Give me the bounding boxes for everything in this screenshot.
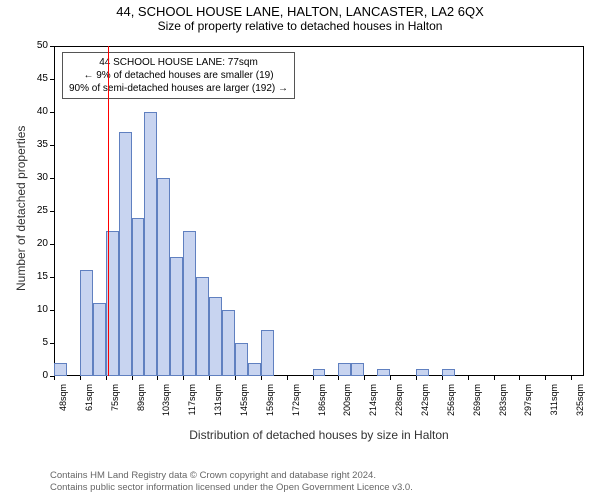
- x-tick-label: 200sqm: [342, 384, 352, 432]
- x-tick-label: 117sqm: [187, 384, 197, 432]
- x-tick-mark: [261, 376, 262, 380]
- histogram-bar: [261, 330, 274, 376]
- x-tick-mark: [106, 376, 107, 380]
- y-tick-label: 0: [26, 370, 48, 381]
- x-tick-label: 103sqm: [161, 384, 171, 432]
- x-tick-mark: [571, 376, 572, 380]
- x-tick-mark: [132, 376, 133, 380]
- attribution-line-2: Contains public sector information licen…: [50, 482, 413, 494]
- y-tick-mark: [50, 178, 54, 179]
- x-tick-label: 61sqm: [84, 384, 94, 432]
- x-tick-label: 89sqm: [136, 384, 146, 432]
- x-tick-label: 172sqm: [291, 384, 301, 432]
- x-tick-label: 228sqm: [394, 384, 404, 432]
- y-tick-mark: [50, 46, 54, 47]
- histogram-bar: [313, 369, 326, 376]
- x-tick-label: 269sqm: [472, 384, 482, 432]
- histogram-bar: [183, 231, 196, 376]
- x-tick-label: 256sqm: [446, 384, 456, 432]
- histogram-bar: [157, 178, 170, 376]
- y-tick-label: 5: [26, 337, 48, 348]
- x-tick-mark: [209, 376, 210, 380]
- x-tick-label: 325sqm: [575, 384, 585, 432]
- histogram-bar: [222, 310, 235, 376]
- y-tick-label: 20: [26, 238, 48, 249]
- histogram-bar: [119, 132, 132, 376]
- attribution-text: Contains HM Land Registry data © Crown c…: [50, 470, 413, 494]
- histogram-bar: [209, 297, 222, 376]
- y-tick-label: 35: [26, 139, 48, 150]
- y-tick-mark: [50, 79, 54, 80]
- x-tick-mark: [468, 376, 469, 380]
- x-tick-label: 131sqm: [213, 384, 223, 432]
- histogram-bar: [170, 257, 183, 376]
- x-tick-mark: [157, 376, 158, 380]
- x-tick-mark: [338, 376, 339, 380]
- y-tick-label: 15: [26, 271, 48, 282]
- x-tick-mark: [545, 376, 546, 380]
- y-tick-mark: [50, 211, 54, 212]
- info-line-3: 90% of semi-detached houses are larger (…: [69, 82, 288, 95]
- histogram-bar: [248, 363, 261, 376]
- x-tick-mark: [416, 376, 417, 380]
- histogram-bar: [54, 363, 67, 376]
- x-tick-mark: [442, 376, 443, 380]
- y-tick-label: 50: [26, 40, 48, 51]
- histogram-bar: [338, 363, 351, 376]
- x-tick-mark: [80, 376, 81, 380]
- histogram-bar: [132, 218, 145, 376]
- histogram-bar: [416, 369, 429, 376]
- histogram-bar: [377, 369, 390, 376]
- x-tick-mark: [494, 376, 495, 380]
- histogram-bar: [93, 303, 106, 376]
- histogram-bar: [442, 369, 455, 376]
- histogram-bar: [80, 270, 93, 376]
- x-tick-label: 145sqm: [239, 384, 249, 432]
- x-tick-label: 297sqm: [523, 384, 533, 432]
- chart-subtitle: Size of property relative to detached ho…: [0, 19, 600, 33]
- property-marker-line: [108, 46, 109, 376]
- info-callout-box: 44 SCHOOL HOUSE LANE: 77sqm ← 9% of deta…: [62, 52, 295, 99]
- x-tick-label: 214sqm: [368, 384, 378, 432]
- y-tick-label: 25: [26, 205, 48, 216]
- x-tick-label: 283sqm: [498, 384, 508, 432]
- x-tick-mark: [313, 376, 314, 380]
- x-tick-mark: [287, 376, 288, 380]
- info-line-1: 44 SCHOOL HOUSE LANE: 77sqm: [69, 56, 288, 69]
- x-tick-mark: [390, 376, 391, 380]
- x-tick-mark: [364, 376, 365, 380]
- x-tick-label: 48sqm: [58, 384, 68, 432]
- y-tick-mark: [50, 310, 54, 311]
- x-tick-label: 186sqm: [317, 384, 327, 432]
- info-line-2: ← 9% of detached houses are smaller (19): [69, 69, 288, 82]
- histogram-bar: [144, 112, 157, 376]
- histogram-chart: 44, SCHOOL HOUSE LANE, HALTON, LANCASTER…: [0, 4, 600, 464]
- x-tick-mark: [183, 376, 184, 380]
- histogram-bar: [351, 363, 364, 376]
- x-tick-label: 242sqm: [420, 384, 430, 432]
- histogram-bar: [235, 343, 248, 376]
- y-tick-label: 30: [26, 172, 48, 183]
- y-tick-mark: [50, 277, 54, 278]
- y-tick-mark: [50, 244, 54, 245]
- x-tick-label: 75sqm: [110, 384, 120, 432]
- y-tick-mark: [50, 112, 54, 113]
- x-tick-label: 311sqm: [549, 384, 559, 432]
- x-tick-mark: [235, 376, 236, 380]
- histogram-bar: [196, 277, 209, 376]
- y-tick-mark: [50, 343, 54, 344]
- x-tick-label: 159sqm: [265, 384, 275, 432]
- x-tick-mark: [519, 376, 520, 380]
- chart-title: 44, SCHOOL HOUSE LANE, HALTON, LANCASTER…: [0, 4, 600, 19]
- attribution-line-1: Contains HM Land Registry data © Crown c…: [50, 470, 413, 482]
- y-tick-label: 40: [26, 106, 48, 117]
- x-tick-mark: [54, 376, 55, 380]
- y-tick-label: 10: [26, 304, 48, 315]
- y-tick-mark: [50, 145, 54, 146]
- y-tick-label: 45: [26, 73, 48, 84]
